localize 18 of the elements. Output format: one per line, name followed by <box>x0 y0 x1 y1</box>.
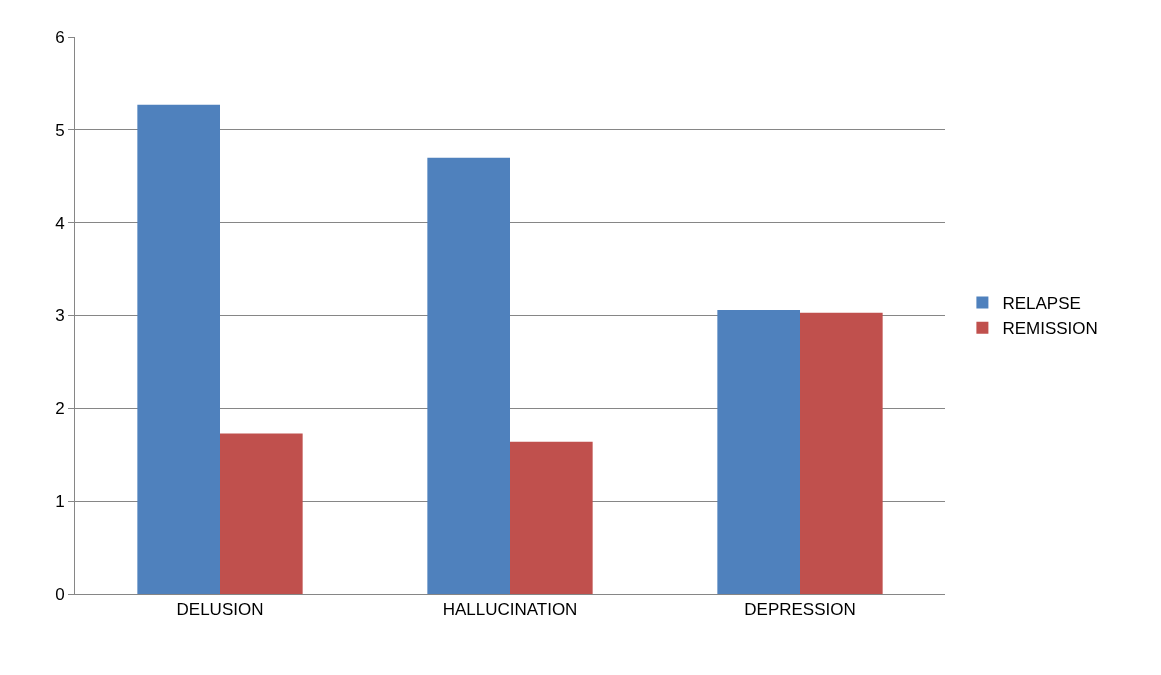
bar <box>427 157 510 594</box>
y-tick-label: 4 <box>55 213 65 233</box>
legend-label: RELAPSE <box>1002 294 1081 314</box>
legend-label: REMISSION <box>1002 319 1098 339</box>
x-tick-label: DEPRESSION <box>744 600 856 620</box>
bar <box>717 309 800 594</box>
bar <box>220 433 303 594</box>
x-tick-label: DELUSION <box>176 600 264 620</box>
y-tick-label: 3 <box>55 306 65 326</box>
x-tick-label: HALLUCINATION <box>442 600 578 620</box>
y-tick-label: 2 <box>55 399 65 419</box>
y-tick-label: 6 <box>55 27 65 47</box>
bar <box>800 312 883 594</box>
bar <box>137 104 220 594</box>
bar <box>510 441 593 594</box>
y-tick-label: 0 <box>55 584 65 604</box>
y-tick-label: 5 <box>55 120 65 140</box>
y-tick-label: 1 <box>55 492 65 512</box>
